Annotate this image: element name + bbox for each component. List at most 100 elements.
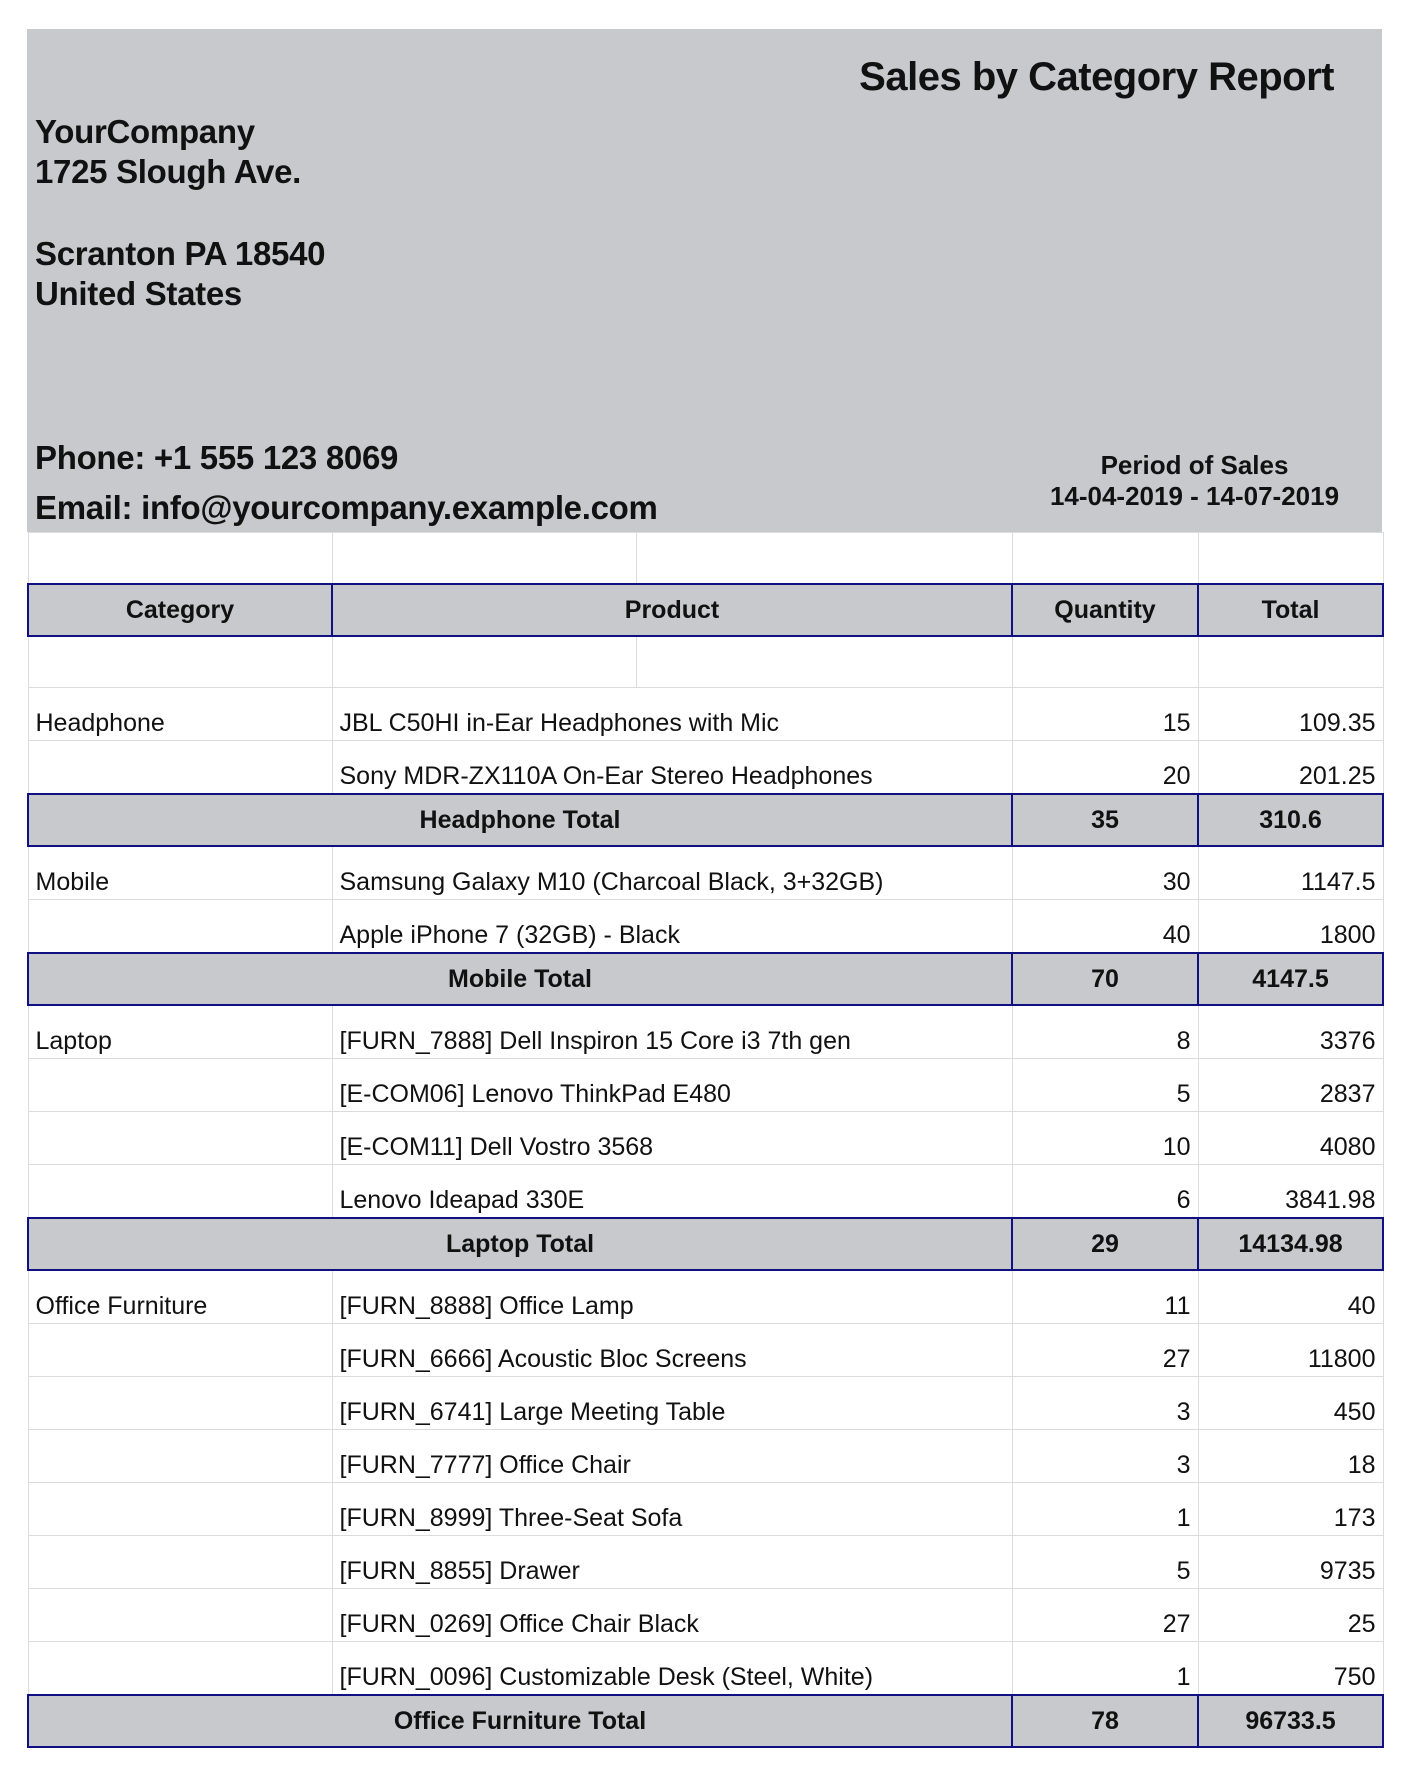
company-country: United States bbox=[35, 275, 242, 312]
table-row: Sony MDR-ZX110A On-Ear Stereo Headphones… bbox=[27, 740, 1384, 795]
product-cell: [FURN_0269] Office Chair Black bbox=[331, 1588, 1013, 1642]
product-cell: Apple iPhone 7 (32GB) - Black bbox=[331, 899, 1013, 954]
table-row: [FURN_7777] Office Chair 3 18 bbox=[27, 1429, 1384, 1483]
group-total-label: Laptop Total bbox=[27, 1217, 1013, 1271]
category-cell bbox=[27, 1376, 333, 1430]
category-cell bbox=[27, 1058, 333, 1112]
category-cell: Headphone bbox=[27, 687, 333, 741]
table-row: [FURN_6666] Acoustic Bloc Screens 27 11800 bbox=[27, 1323, 1384, 1377]
group-total-label: Headphone Total bbox=[27, 793, 1013, 847]
category-cell bbox=[27, 1535, 333, 1589]
product-cell: Lenovo Ideapad 330E bbox=[331, 1164, 1013, 1219]
category-cell: Laptop bbox=[27, 1004, 333, 1059]
column-header-category: Category bbox=[27, 583, 333, 637]
total-cell: 9735 bbox=[1197, 1535, 1384, 1589]
product-cell: [FURN_8999] Three-Seat Sofa bbox=[331, 1482, 1013, 1536]
total-cell: 1147.5 bbox=[1197, 845, 1384, 900]
report-header: Sales by Category Report YourCompany 172… bbox=[27, 29, 1382, 532]
total-cell: 750 bbox=[1197, 1641, 1384, 1696]
product-cell: [E-COM06] Lenovo ThinkPad E480 bbox=[331, 1058, 1013, 1112]
quantity-cell: 10 bbox=[1011, 1111, 1199, 1165]
report-title: Sales by Category Report bbox=[859, 55, 1334, 99]
table-row: Office Furniture [FURN_8888] Office Lamp 1… bbox=[27, 1269, 1384, 1324]
table-header-row: Category Product Quantity Total bbox=[27, 583, 1384, 637]
total-cell: 201.25 bbox=[1197, 740, 1384, 795]
spacer-row bbox=[27, 532, 1384, 585]
quantity-cell: 40 bbox=[1011, 899, 1199, 954]
product-cell: [E-COM11] Dell Vostro 3568 bbox=[331, 1111, 1013, 1165]
group-total-amount: 4147.5 bbox=[1197, 952, 1384, 1006]
total-cell: 173 bbox=[1197, 1482, 1384, 1536]
table-row: Lenovo Ideapad 330E 6 3841.98 bbox=[27, 1164, 1384, 1219]
group-total-row: Headphone Total 35 310.6 bbox=[27, 793, 1384, 847]
product-cell: [FURN_8888] Office Lamp bbox=[331, 1269, 1013, 1324]
group-total-quantity: 78 bbox=[1011, 1694, 1199, 1748]
total-cell: 25 bbox=[1197, 1588, 1384, 1642]
category-cell: Mobile bbox=[27, 845, 333, 900]
total-cell: 18 bbox=[1197, 1429, 1384, 1483]
quantity-cell: 11 bbox=[1011, 1269, 1199, 1324]
quantity-cell: 1 bbox=[1011, 1641, 1199, 1696]
company-phone: Phone: +1 555 123 8069 bbox=[35, 439, 399, 476]
company-street: 1725 Slough Ave. bbox=[35, 153, 302, 190]
table-row: Mobile Samsung Galaxy M10 (Charcoal Black… bbox=[27, 845, 1384, 900]
quantity-cell: 3 bbox=[1011, 1429, 1199, 1483]
group-total-row: Laptop Total 29 14134.98 bbox=[27, 1217, 1384, 1271]
column-header-total: Total bbox=[1197, 583, 1384, 637]
quantity-cell: 1 bbox=[1011, 1482, 1199, 1536]
group-total-amount: 310.6 bbox=[1197, 793, 1384, 847]
period-range: 14-04-2019 - 14-07-2019 bbox=[1049, 481, 1340, 511]
category-cell bbox=[27, 1111, 333, 1165]
table-row: [E-COM06] Lenovo ThinkPad E480 5 2837 bbox=[27, 1058, 1384, 1112]
category-cell: Office Furniture bbox=[27, 1269, 333, 1324]
company-email: Email: info@yourcompany.example.com bbox=[35, 489, 658, 526]
table-row: [FURN_6741] Large Meeting Table 3 450 bbox=[27, 1376, 1384, 1430]
table-row: [E-COM11] Dell Vostro 3568 10 4080 bbox=[27, 1111, 1384, 1165]
category-cell bbox=[27, 740, 333, 795]
group-total-label: Office Furniture Total bbox=[27, 1694, 1013, 1748]
product-cell: [FURN_6666] Acoustic Bloc Screens bbox=[331, 1323, 1013, 1377]
total-cell: 3376 bbox=[1197, 1004, 1384, 1059]
company-name: YourCompany bbox=[35, 113, 255, 150]
category-cell bbox=[27, 1164, 333, 1219]
quantity-cell: 20 bbox=[1011, 740, 1199, 795]
group-total-quantity: 35 bbox=[1011, 793, 1199, 847]
total-cell: 11800 bbox=[1197, 1323, 1384, 1377]
category-cell bbox=[27, 899, 333, 954]
quantity-cell: 15 bbox=[1011, 687, 1199, 741]
total-cell: 450 bbox=[1197, 1376, 1384, 1430]
category-cell bbox=[27, 1641, 333, 1696]
period-label: Period of Sales bbox=[1100, 450, 1289, 480]
category-cell bbox=[27, 1482, 333, 1536]
quantity-cell: 8 bbox=[1011, 1004, 1199, 1059]
table-row: [FURN_8999] Three-Seat Sofa 1 173 bbox=[27, 1482, 1384, 1536]
total-cell: 40 bbox=[1197, 1269, 1384, 1324]
product-cell: Sony MDR-ZX110A On-Ear Stereo Headphones bbox=[331, 740, 1013, 795]
product-cell: [FURN_7888] Dell Inspiron 15 Core i3 7th… bbox=[331, 1004, 1013, 1059]
group-total-amount: 96733.5 bbox=[1197, 1694, 1384, 1748]
category-cell bbox=[27, 1429, 333, 1483]
product-cell: [FURN_7777] Office Chair bbox=[331, 1429, 1013, 1483]
group-total-quantity: 70 bbox=[1011, 952, 1199, 1006]
category-cell bbox=[27, 1588, 333, 1642]
table-row: [FURN_8855] Drawer 5 9735 bbox=[27, 1535, 1384, 1589]
group-total-row: Mobile Total 70 4147.5 bbox=[27, 952, 1384, 1006]
table-row: [FURN_0096] Customizable Desk (Steel, Wh… bbox=[27, 1641, 1384, 1696]
spacer-row bbox=[27, 635, 1384, 688]
total-cell: 109.35 bbox=[1197, 687, 1384, 741]
total-cell: 2837 bbox=[1197, 1058, 1384, 1112]
quantity-cell: 30 bbox=[1011, 845, 1199, 900]
company-city: Scranton PA 18540 bbox=[35, 235, 326, 272]
quantity-cell: 3 bbox=[1011, 1376, 1199, 1430]
total-cell: 1800 bbox=[1197, 899, 1384, 954]
group-total-row: Office Furniture Total 78 96733.5 bbox=[27, 1694, 1384, 1748]
group-total-amount: 14134.98 bbox=[1197, 1217, 1384, 1271]
product-cell: JBL C50HI in-Ear Headphones with Mic bbox=[331, 687, 1013, 741]
product-cell: [FURN_6741] Large Meeting Table bbox=[331, 1376, 1013, 1430]
quantity-cell: 5 bbox=[1011, 1535, 1199, 1589]
group-total-label: Mobile Total bbox=[27, 952, 1013, 1006]
product-cell: Samsung Galaxy M10 (Charcoal Black, 3+32… bbox=[331, 845, 1013, 900]
quantity-cell: 5 bbox=[1011, 1058, 1199, 1112]
total-cell: 3841.98 bbox=[1197, 1164, 1384, 1219]
column-header-quantity: Quantity bbox=[1011, 583, 1199, 637]
